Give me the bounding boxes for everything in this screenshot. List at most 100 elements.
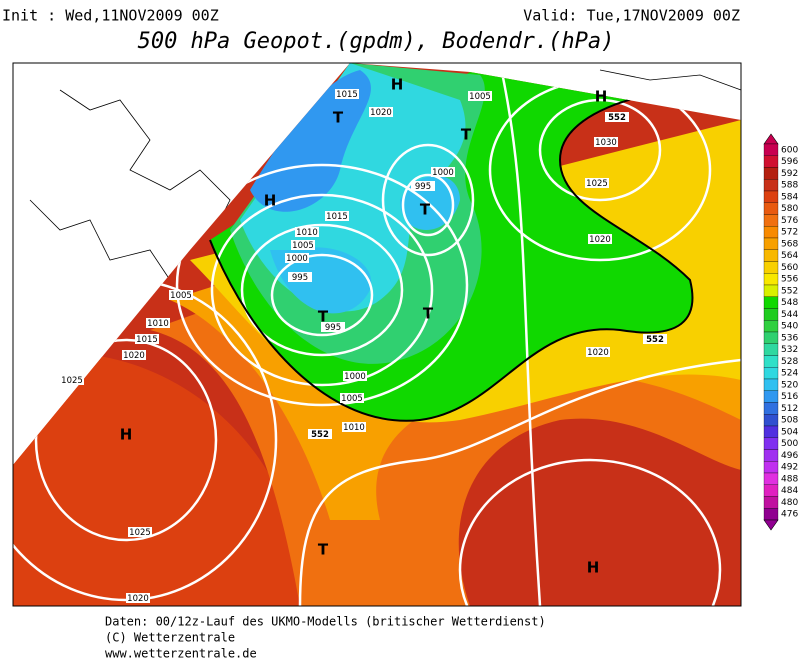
colorbar-label: 496 <box>781 451 798 461</box>
pressure-center: T <box>461 126 472 144</box>
isobar-label: 1015 <box>136 335 158 345</box>
isobar-label: 995 <box>292 273 308 283</box>
label-bg <box>343 371 367 381</box>
colorbar-label: 584 <box>781 192 798 202</box>
isobar-label: 1020 <box>123 351 145 361</box>
isobar-label: 1025 <box>129 528 151 538</box>
colorbar-label: 524 <box>781 369 798 379</box>
pressure-center: T <box>420 201 431 219</box>
footer-line: Daten: 00/12z-Lauf des UKMO-Modells (bri… <box>105 615 546 629</box>
label-bg <box>369 107 393 117</box>
colorbar-label: 508 <box>781 416 798 426</box>
colorbar-label: 520 <box>781 380 798 390</box>
colorbar-label: 552 <box>781 286 798 296</box>
label-bg <box>325 211 349 221</box>
colorbar-swatch <box>763 496 779 509</box>
pressure-center: T <box>423 305 434 323</box>
colorbar-label: 488 <box>781 474 798 484</box>
colorbar-swatch <box>763 437 779 450</box>
colorbar-swatch <box>763 331 779 344</box>
colorbar-label: 572 <box>781 228 798 238</box>
colorbar: 6005965925885845805765725685645605565525… <box>763 133 798 531</box>
colorbar-swatch <box>763 296 779 309</box>
label-bg <box>291 240 315 250</box>
label-bg <box>60 375 84 385</box>
pressure-center: H <box>120 426 133 444</box>
pressure-center: H <box>391 76 404 94</box>
isobar-label: 1000 <box>432 168 454 178</box>
colorbar-swatch <box>763 237 779 250</box>
colorbar-label: 596 <box>781 157 798 167</box>
colorbar-label: 600 <box>781 145 798 155</box>
colorbar-swatch <box>763 390 779 403</box>
colorbar-swatch <box>763 508 779 521</box>
label-bg <box>128 527 152 537</box>
colorbar-swatch <box>763 355 779 368</box>
isobar-label: 1020 <box>127 594 149 604</box>
isobar-label: 1005 <box>469 92 491 102</box>
valid-time: Valid: Tue,17NOV2009 00Z <box>523 7 740 25</box>
colorbar-label: 528 <box>781 357 798 367</box>
label-bg <box>585 178 609 188</box>
label-bg <box>146 318 170 328</box>
isobar-label: 1005 <box>341 394 363 404</box>
colorbar-label: 540 <box>781 322 798 332</box>
colorbar-swatch <box>763 143 779 156</box>
isobar-label: 1030 <box>595 138 617 148</box>
colorbar-swatch <box>763 167 779 180</box>
label-bg <box>285 253 309 263</box>
colorbar-swatch <box>763 190 779 203</box>
pressure-center: T <box>333 109 344 127</box>
isobar-label: 1020 <box>370 108 392 118</box>
pressure-center: H <box>595 88 608 106</box>
colorbar-swatch <box>763 261 779 274</box>
label-bg <box>342 422 366 432</box>
colorbar-swatch <box>763 414 779 427</box>
colorbar-label: 536 <box>781 333 798 343</box>
map-title: 500 hPa Geopot.(gpdm), Bodendr.(hPa) <box>138 29 615 54</box>
isobar-label: 1010 <box>147 319 169 329</box>
colorbar-end <box>763 133 779 145</box>
colorbar-label: 588 <box>781 181 798 191</box>
isobar-label: 1005 <box>170 291 192 301</box>
label-bg <box>295 227 319 237</box>
isobar-label: 1010 <box>343 423 365 433</box>
colorbar-swatch <box>763 402 779 415</box>
label-bg <box>335 89 359 99</box>
isobar-label: 1010 <box>296 228 318 238</box>
colorbar-label: 504 <box>781 427 798 437</box>
init-time: Init : Wed,11NOV2009 00Z <box>2 7 219 25</box>
pressure-center: H <box>264 192 277 210</box>
colorbar-swatch <box>763 484 779 497</box>
colorbar-swatch <box>763 449 779 462</box>
colorbar-label: 476 <box>781 510 798 520</box>
colorbar-label: 480 <box>781 498 798 508</box>
height-contour-label: 552 <box>608 113 626 123</box>
colorbar-label: 568 <box>781 239 798 249</box>
colorbar-swatch <box>763 226 779 239</box>
map <box>12 62 742 607</box>
label-bg <box>340 393 364 403</box>
colorbar-label: 556 <box>781 275 798 285</box>
footer-line: (C) Wetterzentrale <box>105 631 235 645</box>
colorbar-label: 492 <box>781 463 798 473</box>
label-bg <box>586 347 610 357</box>
colorbar-swatch <box>763 461 779 474</box>
isobar-label: 1000 <box>344 372 366 382</box>
colorbar-swatch <box>763 472 779 485</box>
isobar-label: 1005 <box>292 241 314 251</box>
outside-coastlines <box>29 69 742 281</box>
colorbar-swatch <box>763 343 779 356</box>
colorbar-label: 516 <box>781 392 798 402</box>
isobar-label: 1025 <box>586 179 608 189</box>
label-bg <box>605 112 629 122</box>
isobar-label: 1015 <box>326 212 348 222</box>
label-bg <box>468 91 492 101</box>
colorbar-label: 580 <box>781 204 798 214</box>
colorbar-swatch <box>763 320 779 333</box>
colorbar-swatch <box>763 273 779 286</box>
colorbar-swatch <box>763 202 779 215</box>
colorbar-swatch <box>763 179 779 192</box>
